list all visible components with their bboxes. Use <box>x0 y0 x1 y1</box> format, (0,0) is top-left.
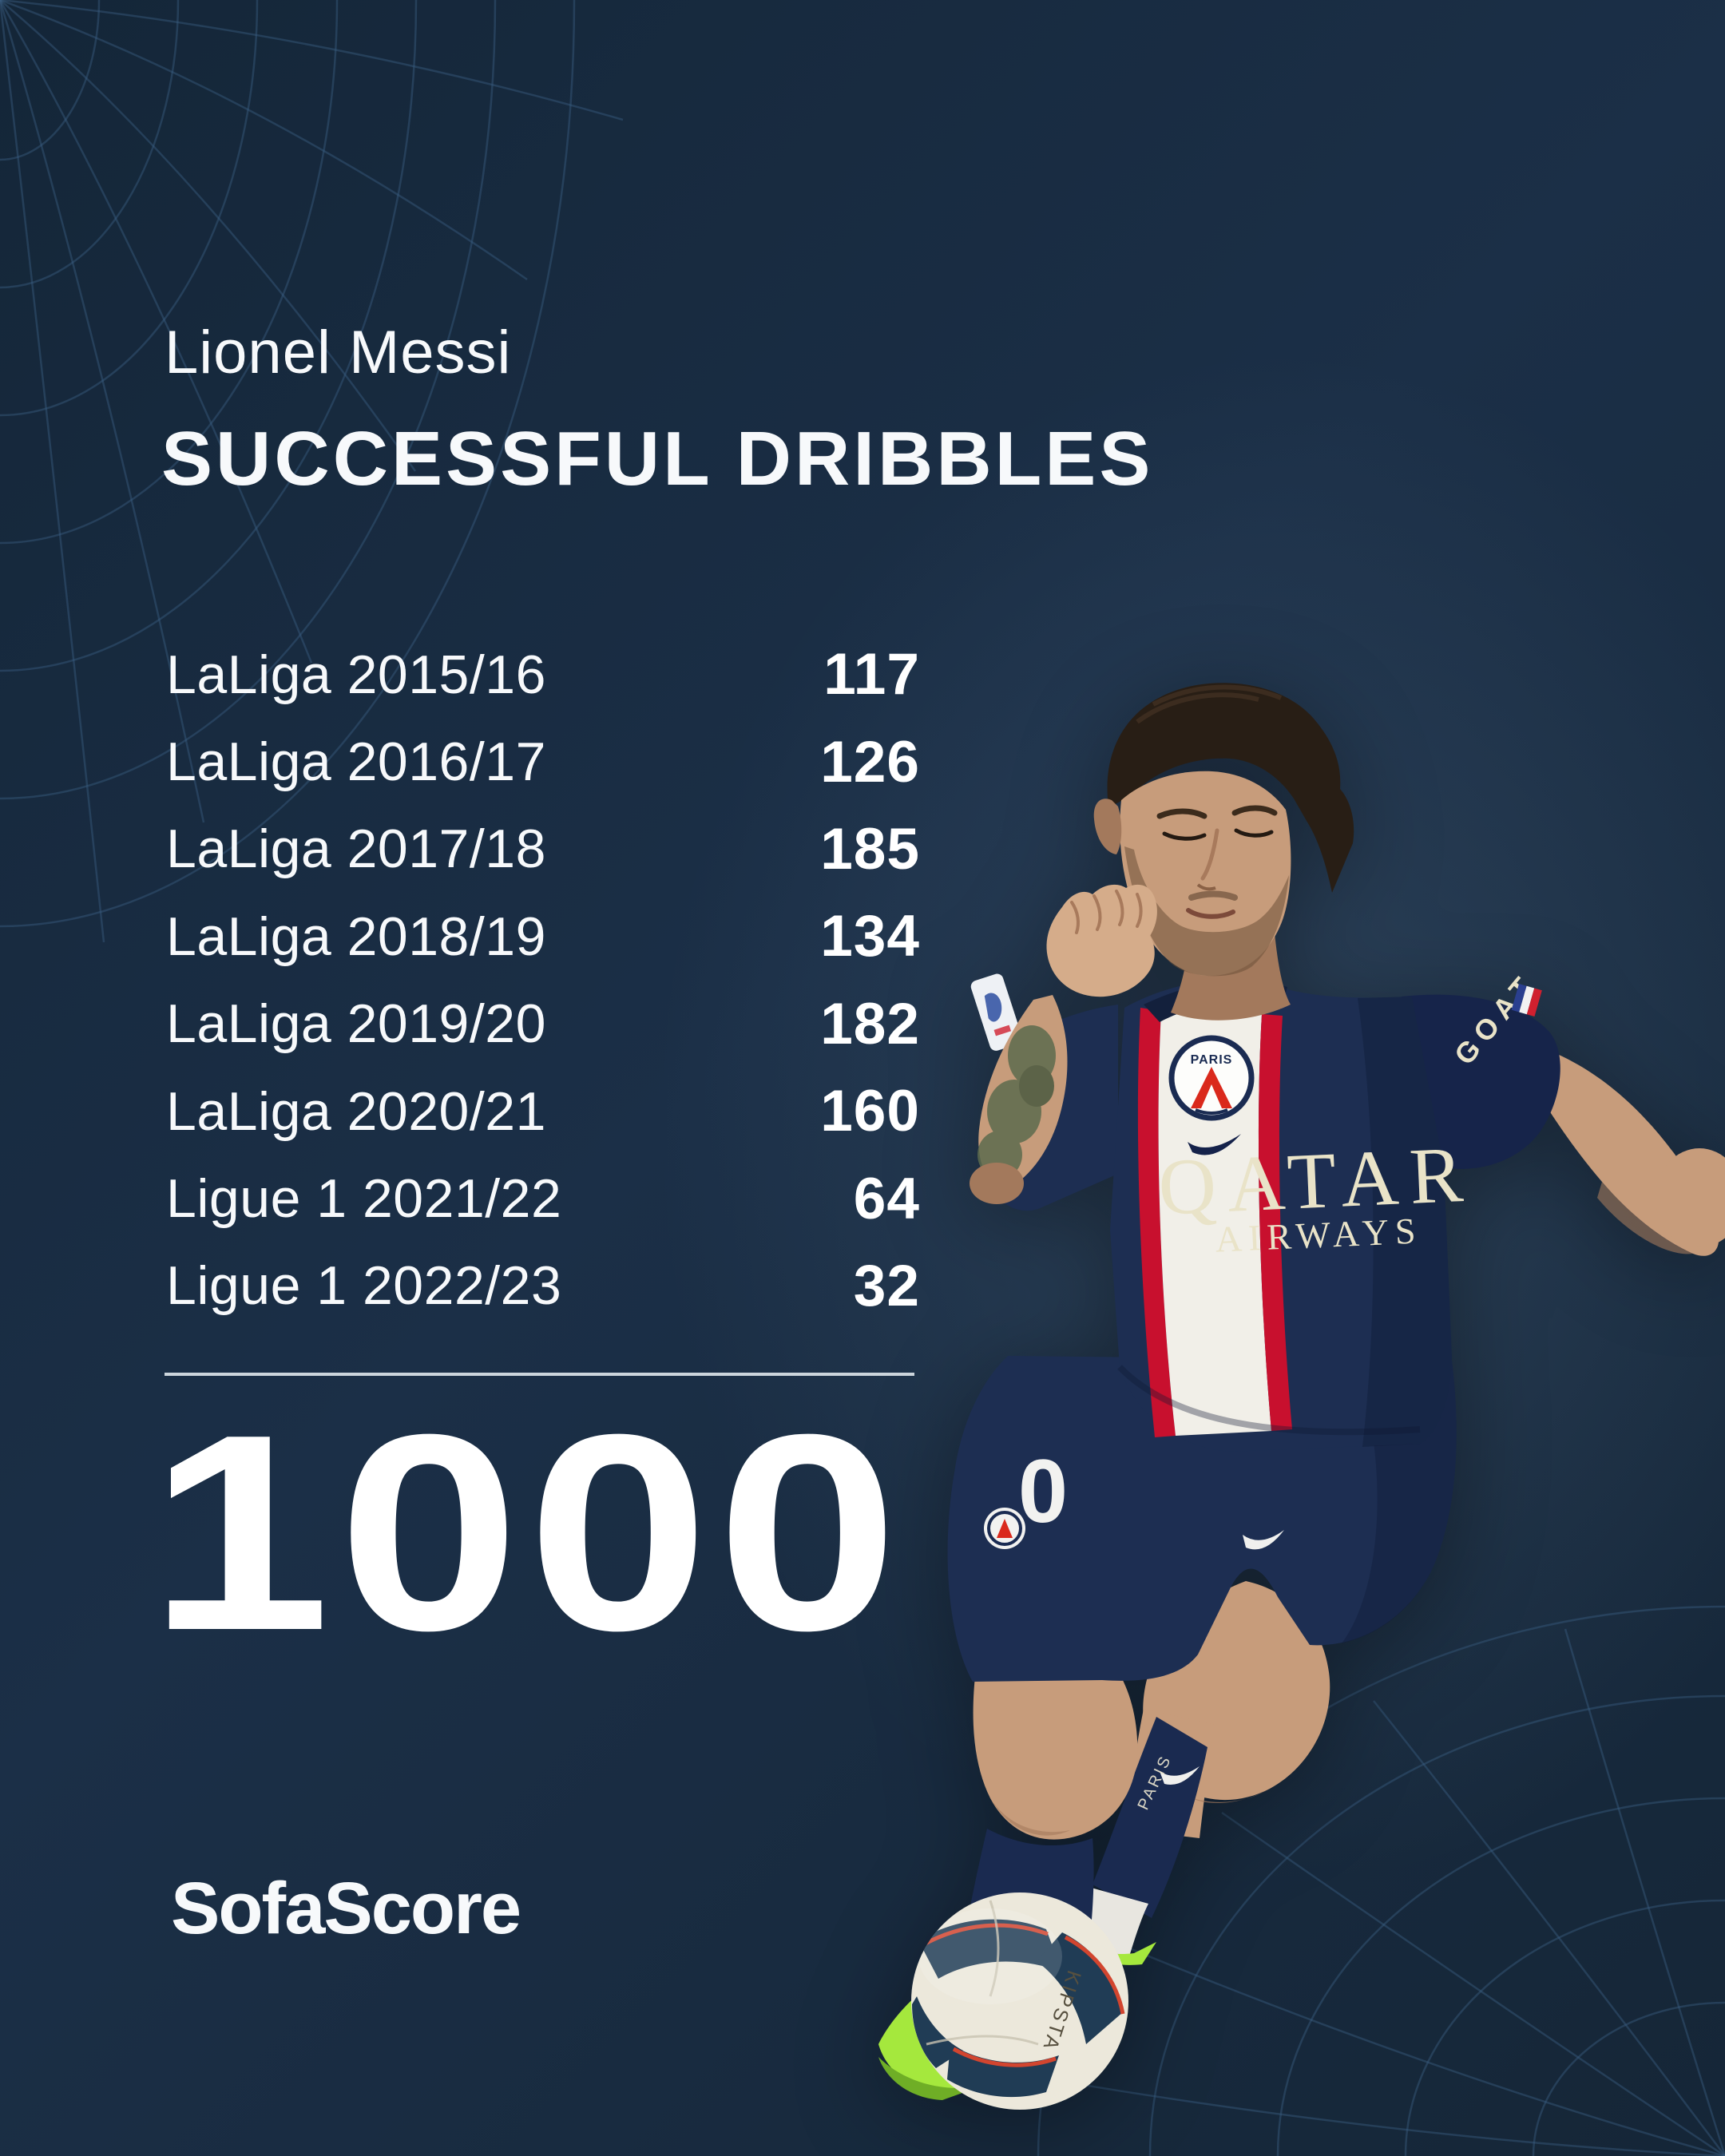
head <box>1093 683 1354 1021</box>
right-boot <box>1065 1940 1156 1965</box>
dribbles-value: 117 <box>823 642 920 707</box>
beard <box>1124 846 1289 977</box>
total-value: 1000 <box>149 1377 906 1689</box>
season-label: Ligue 1 2022/23 <box>166 1255 562 1317</box>
fist <box>1656 1148 1725 1247</box>
brand-wordmark: SofaScore <box>171 1868 521 1949</box>
season-label: LaLiga 2018/19 <box>166 906 546 967</box>
stat-row: LaLiga 2016/17 126 <box>166 718 920 805</box>
season-label: LaLiga 2019/20 <box>166 993 546 1055</box>
stat-row: Ligue 1 2021/22 64 <box>166 1155 920 1242</box>
season-label: LaLiga 2015/16 <box>166 644 546 705</box>
sponsor-airways: AIRWAYS <box>1215 1210 1423 1259</box>
mesh-top-left <box>0 0 624 943</box>
hair <box>1107 683 1354 893</box>
stat-row: LaLiga 2018/19 134 <box>166 893 920 980</box>
stat-row: LaLiga 2019/20 182 <box>166 981 920 1068</box>
shorts-crest-icon <box>984 1508 1025 1549</box>
france-flag-icon <box>1511 984 1542 1017</box>
season-label: LaLiga 2016/17 <box>166 731 546 793</box>
extended-arm: GOAT <box>1402 966 1725 1256</box>
stat-row: Ligue 1 2022/23 32 <box>166 1242 920 1330</box>
sponsor-qatar: QATAR <box>1156 1129 1476 1231</box>
shirt-stripe-red-right <box>1259 1014 1292 1431</box>
dribbles-value: 64 <box>853 1166 920 1231</box>
nike-swoosh-icon <box>1188 1134 1241 1155</box>
stat-row: LaLiga 2020/21 160 <box>166 1068 920 1155</box>
dribbles-value: 185 <box>820 816 920 882</box>
crest-paris-text: PARIS <box>1191 1053 1233 1067</box>
soccer-ball-icon: KIPSTA <box>911 1892 1128 2110</box>
dribbles-value: 182 <box>820 991 920 1056</box>
stats-list: LaLiga 2015/16 117 LaLiga 2016/17 126 La… <box>166 631 920 1330</box>
raised-arm <box>970 884 1157 1204</box>
league-patch-icon <box>970 973 1022 1051</box>
dribbles-value: 126 <box>820 729 920 795</box>
divider-line <box>165 1373 914 1376</box>
shirt-stripe-white <box>1158 1011 1271 1436</box>
player-name: Lionel Messi <box>165 319 512 386</box>
shirt-stripe-red-left <box>1137 1008 1176 1437</box>
dribbles-value: 134 <box>820 904 920 969</box>
dribbles-value: 160 <box>820 1079 920 1144</box>
shorts-swoosh-icon <box>1243 1530 1284 1550</box>
sock-swoosh-icon <box>1160 1766 1200 1785</box>
psg-crest-icon: PARIS <box>1168 1035 1255 1121</box>
raised-hand <box>1046 884 1157 997</box>
stat-row: LaLiga 2017/18 185 <box>166 806 920 893</box>
page-title: SUCCESSFUL DRIBBLES <box>161 416 1154 501</box>
dribbles-value: 32 <box>853 1253 920 1318</box>
messi-photo: GOAT PARIS <box>878 683 1725 2110</box>
season-label: LaLiga 2020/21 <box>166 1080 546 1142</box>
stat-row: LaLiga 2015/16 117 <box>166 631 920 718</box>
shorts-number: 0 <box>1018 1441 1068 1541</box>
tattoos <box>978 1025 1056 1179</box>
right-sock <box>1092 1717 1208 1918</box>
season-label: Ligue 1 2021/22 <box>166 1168 562 1230</box>
season-label: LaLiga 2017/18 <box>166 818 546 880</box>
ear-icon <box>1093 799 1122 854</box>
